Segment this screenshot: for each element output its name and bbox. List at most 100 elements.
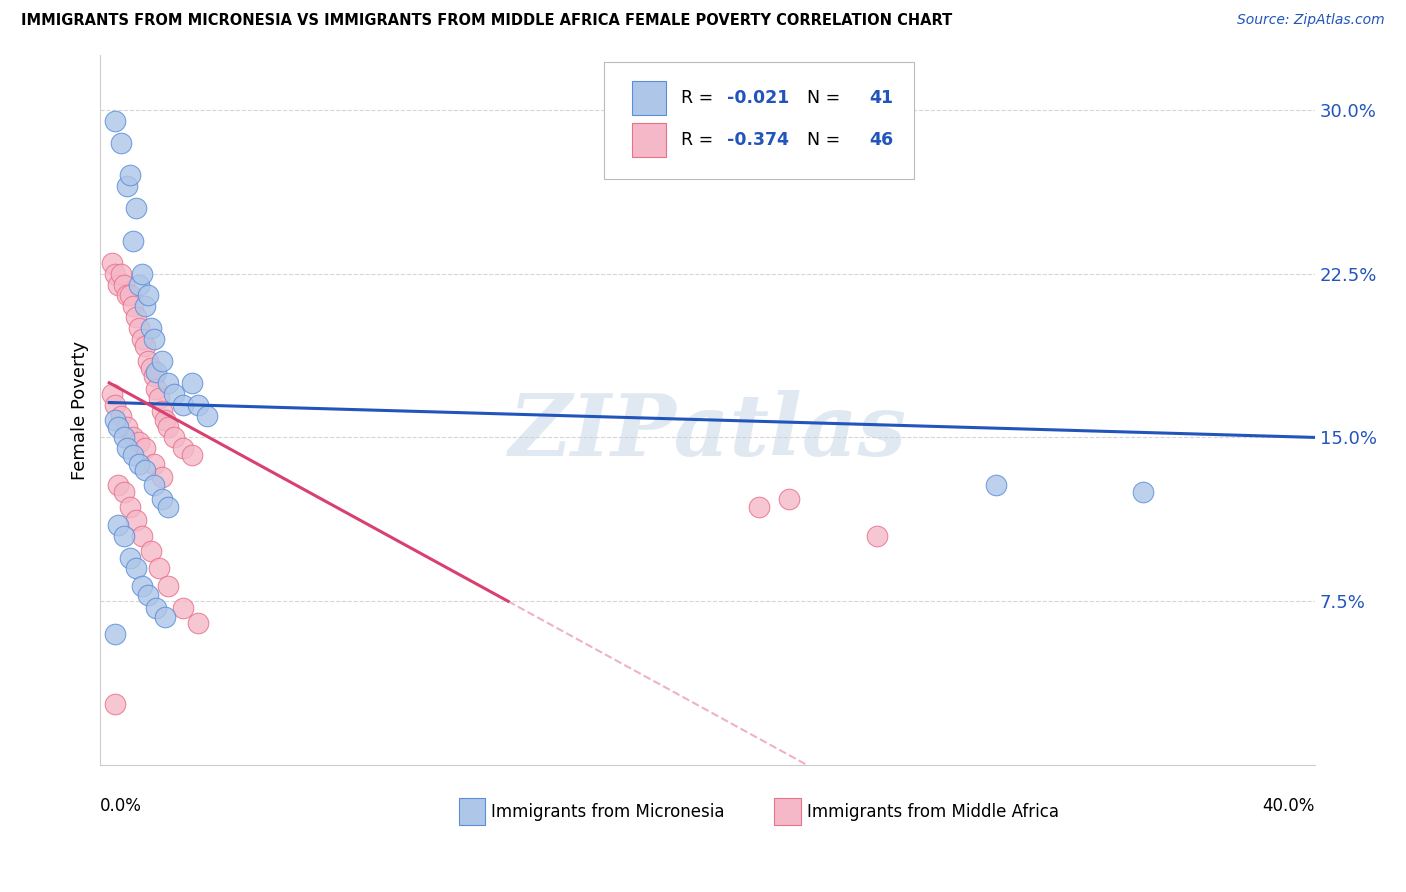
Point: [163, 386, 186, 401]
Point: [118, 288, 141, 302]
Point: [181, 448, 204, 462]
Point: [121, 448, 143, 462]
Point: [139, 544, 162, 558]
Point: [195, 409, 218, 423]
Point: [187, 398, 209, 412]
Point: [157, 376, 180, 390]
Point: [157, 500, 180, 515]
Text: 40.0%: 40.0%: [1263, 797, 1315, 815]
Point: [142, 369, 165, 384]
Point: [984, 478, 1007, 492]
Point: [121, 234, 143, 248]
Point: [128, 434, 150, 449]
Point: [139, 321, 162, 335]
Point: [115, 419, 138, 434]
Point: [118, 169, 141, 183]
Text: -0.021: -0.021: [727, 88, 789, 107]
Point: [134, 299, 156, 313]
Text: R =: R =: [681, 88, 718, 107]
Text: Source: ZipAtlas.com: Source: ZipAtlas.com: [1237, 13, 1385, 28]
Point: [136, 354, 159, 368]
Text: 0.0%: 0.0%: [100, 797, 142, 815]
Point: [866, 529, 889, 543]
Point: [152, 469, 174, 483]
Text: 41: 41: [869, 88, 893, 107]
Point: [104, 113, 127, 128]
Point: [104, 398, 127, 412]
Text: ZIPatlas: ZIPatlas: [509, 390, 907, 473]
Point: [128, 321, 150, 335]
Point: [136, 288, 159, 302]
Point: [152, 491, 174, 506]
Point: [142, 332, 165, 346]
Point: [157, 579, 180, 593]
Point: [181, 376, 204, 390]
Point: [121, 299, 143, 313]
Point: [187, 616, 209, 631]
Point: [101, 255, 124, 269]
Point: [112, 277, 135, 292]
Point: [107, 277, 129, 292]
Point: [131, 579, 153, 593]
Point: [128, 277, 150, 292]
Point: [115, 288, 138, 302]
Point: [110, 267, 132, 281]
Y-axis label: Female Poverty: Female Poverty: [72, 341, 89, 480]
Point: [112, 430, 135, 444]
Point: [104, 627, 127, 641]
Point: [110, 136, 132, 150]
Point: [157, 419, 180, 434]
Point: [118, 550, 141, 565]
FancyBboxPatch shape: [605, 62, 914, 179]
Point: [115, 442, 138, 456]
Text: -0.374: -0.374: [727, 131, 789, 149]
Point: [145, 383, 167, 397]
Point: [104, 413, 127, 427]
FancyBboxPatch shape: [633, 123, 666, 157]
Point: [128, 457, 150, 471]
Point: [1132, 485, 1154, 500]
Point: [125, 201, 148, 215]
Point: [145, 600, 167, 615]
Point: [134, 463, 156, 477]
FancyBboxPatch shape: [458, 798, 485, 825]
Point: [118, 500, 141, 515]
Point: [125, 310, 148, 325]
Point: [152, 354, 174, 368]
Text: Immigrants from Middle Africa: Immigrants from Middle Africa: [807, 803, 1059, 821]
Point: [131, 332, 153, 346]
Point: [748, 500, 770, 515]
Text: IMMIGRANTS FROM MICRONESIA VS IMMIGRANTS FROM MIDDLE AFRICA FEMALE POVERTY CORRE: IMMIGRANTS FROM MICRONESIA VS IMMIGRANTS…: [21, 13, 952, 29]
Point: [115, 179, 138, 194]
Point: [145, 365, 167, 379]
FancyBboxPatch shape: [775, 798, 801, 825]
Point: [152, 404, 174, 418]
Point: [172, 600, 194, 615]
Point: [134, 442, 156, 456]
Point: [112, 529, 135, 543]
Point: [101, 386, 124, 401]
Point: [139, 360, 162, 375]
Point: [136, 588, 159, 602]
Point: [112, 485, 135, 500]
Point: [155, 413, 177, 427]
Point: [131, 267, 153, 281]
Point: [155, 609, 177, 624]
Point: [107, 478, 129, 492]
Point: [104, 697, 127, 711]
Point: [107, 517, 129, 532]
Text: 46: 46: [869, 131, 893, 149]
FancyBboxPatch shape: [633, 80, 666, 115]
Point: [125, 561, 148, 575]
Point: [110, 409, 132, 423]
Point: [125, 513, 148, 527]
Text: N =: N =: [796, 88, 846, 107]
Text: Immigrants from Micronesia: Immigrants from Micronesia: [491, 803, 725, 821]
Point: [142, 478, 165, 492]
Point: [163, 430, 186, 444]
Point: [131, 529, 153, 543]
Point: [121, 430, 143, 444]
Text: N =: N =: [796, 131, 846, 149]
Point: [104, 267, 127, 281]
Text: R =: R =: [681, 131, 718, 149]
